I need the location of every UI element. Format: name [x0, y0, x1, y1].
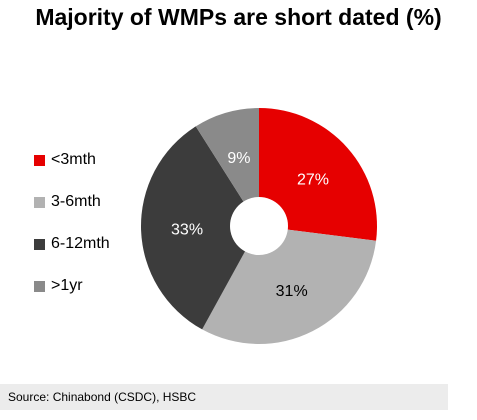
pie-slice-2: [141, 126, 259, 330]
legend-item-6-12mth: 6-12mth: [34, 234, 110, 254]
donut-hole: [230, 197, 288, 255]
pie-data-label-3: 9%: [227, 150, 250, 167]
chart-legend: <3mth 3-6mth 6-12mth >1yr: [34, 150, 110, 318]
donut-chart: 27% 31% 33% 9%: [141, 108, 377, 344]
legend-label: >1yr: [51, 277, 83, 294]
legend-swatch: [34, 154, 45, 166]
chart-title: Majority of WMPs are short dated (%): [35, 4, 442, 30]
pie-data-label-1: 31%: [276, 283, 308, 300]
pie-slice-3: [195, 108, 259, 226]
legend-swatch: [34, 280, 45, 292]
pie-slice-0: [259, 108, 377, 241]
legend-item-3-6mth: 3-6mth: [34, 192, 110, 212]
legend-item-gt1yr: >1yr: [34, 276, 110, 296]
pie-slice-1: [202, 226, 377, 344]
legend-label: 6-12mth: [51, 235, 110, 252]
legend-label: 3-6mth: [51, 193, 101, 210]
source-note: Source: Chinabond (CSDC), HSBC: [0, 384, 448, 410]
legend-label: <3mth: [51, 151, 96, 168]
pie-data-label-0: 27%: [297, 171, 329, 188]
pie-data-label-2: 33%: [171, 221, 203, 238]
legend-item-lt3mth: <3mth: [34, 150, 110, 170]
legend-swatch: [34, 238, 45, 250]
legend-swatch: [34, 196, 45, 208]
